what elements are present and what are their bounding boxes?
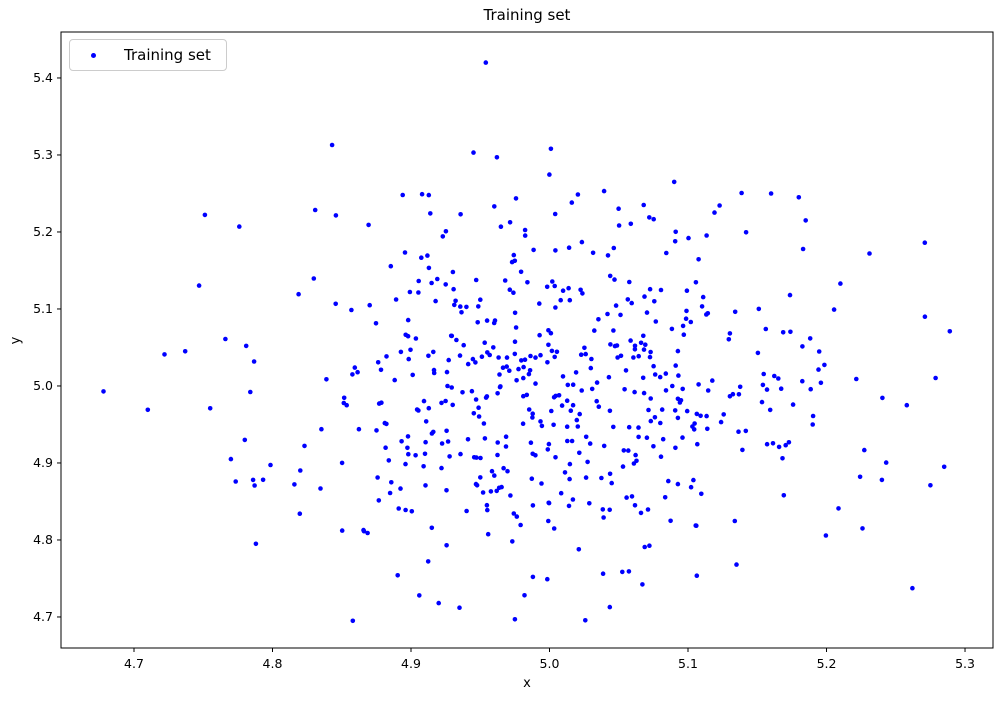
x-axis-label: x [523, 676, 531, 691]
y-tick-label: 5.3 [33, 146, 53, 162]
y-tick-label: 5.1 [33, 300, 53, 316]
x-tick-label: 5.0 [539, 656, 560, 671]
y-tick-label: 4.8 [33, 531, 53, 547]
y-tick-label: 5.4 [33, 69, 53, 85]
legend-series-label: Training set [124, 46, 211, 64]
y-tick-label: 4.9 [33, 454, 53, 470]
legend-box: Training set [69, 39, 227, 71]
y-axis-label: y [8, 336, 24, 345]
y-tick-label: 4.7 [33, 608, 53, 624]
x-tick-label: 4.7 [124, 656, 144, 671]
y-tick-label: 5.0 [33, 377, 53, 393]
x-tick-label: 4.8 [262, 656, 283, 671]
x-tick-label: 4.9 [401, 656, 421, 671]
x-tick-label: 5.2 [816, 656, 837, 671]
y-tick-label: 5.2 [33, 223, 53, 239]
x-tick-label: 5.3 [955, 656, 975, 671]
x-tick-label: 5.1 [678, 656, 698, 671]
plot-title: Training set [483, 6, 571, 24]
legend-marker-dot-icon [91, 52, 96, 58]
